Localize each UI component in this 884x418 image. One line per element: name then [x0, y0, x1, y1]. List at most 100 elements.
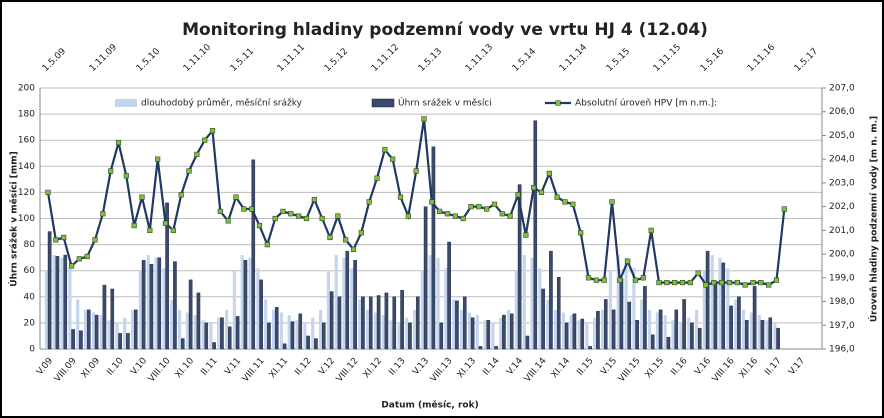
bar	[439, 322, 444, 350]
line-marker	[155, 156, 161, 162]
line-marker	[593, 277, 599, 283]
bar	[227, 326, 232, 350]
bar	[102, 284, 107, 350]
bar	[365, 309, 370, 349]
bar	[94, 314, 99, 350]
bar	[326, 270, 330, 349]
line-marker	[139, 194, 145, 200]
line-marker	[288, 211, 294, 217]
bar	[572, 313, 577, 350]
bar	[569, 315, 573, 349]
bar	[217, 317, 221, 349]
y-tick-label: 120	[18, 188, 35, 198]
line-marker	[703, 282, 709, 288]
bar	[721, 262, 726, 350]
line-marker	[311, 196, 317, 203]
bar	[588, 346, 592, 350]
bar	[674, 309, 679, 350]
bar	[749, 312, 753, 349]
line-marker	[45, 189, 51, 196]
bar	[647, 309, 652, 349]
line-marker	[358, 230, 364, 236]
bar	[400, 290, 404, 350]
line-marker	[280, 208, 286, 214]
line-marker	[366, 199, 372, 205]
bar	[126, 333, 130, 350]
bar	[287, 315, 291, 349]
line-marker	[241, 206, 247, 212]
bar	[408, 322, 412, 350]
bar	[577, 320, 581, 349]
bar	[729, 305, 733, 350]
bar	[350, 268, 354, 349]
bar	[765, 320, 769, 349]
bar	[220, 317, 224, 350]
bar	[267, 322, 271, 350]
line-marker	[460, 215, 466, 222]
line-marker	[679, 279, 686, 286]
bar	[741, 309, 746, 349]
bar	[737, 296, 741, 350]
bar	[397, 322, 401, 349]
bar	[585, 322, 589, 349]
bar	[514, 270, 518, 349]
bar	[337, 296, 342, 350]
line-marker	[601, 277, 607, 283]
bar	[671, 320, 675, 349]
bar	[687, 317, 691, 349]
bar	[353, 260, 357, 350]
line-marker	[61, 234, 67, 241]
line-marker	[390, 156, 396, 162]
line-marker	[773, 277, 780, 283]
bar	[499, 317, 503, 349]
bar	[412, 309, 417, 349]
y-tick-label: 20	[24, 318, 36, 328]
y-tick-label: 80	[24, 240, 36, 250]
bar	[329, 291, 334, 350]
bar	[162, 268, 166, 349]
line-marker	[123, 173, 129, 179]
bar	[303, 322, 307, 349]
bar	[240, 255, 244, 349]
bar	[123, 317, 127, 349]
bar	[423, 206, 428, 350]
chart-title: Monitoring hladiny podzemní vody ve vrtu…	[182, 20, 708, 40]
bar	[271, 309, 276, 349]
line-marker	[625, 258, 631, 264]
line-marker	[178, 192, 184, 198]
bar	[525, 335, 530, 350]
bar	[459, 309, 464, 349]
bar	[611, 309, 616, 350]
line-marker	[648, 227, 654, 233]
bar	[157, 257, 162, 350]
bar	[640, 299, 644, 349]
legend-swatch	[555, 100, 561, 106]
line-marker	[319, 215, 325, 222]
line-marker	[53, 237, 59, 243]
bar	[193, 315, 197, 349]
bar	[486, 320, 491, 350]
line-marker	[562, 199, 568, 205]
legend-label: Absolutní úroveň HPV [m n.m.]:	[575, 98, 717, 109]
line-marker	[507, 213, 513, 219]
legend-swatch	[371, 98, 395, 108]
line-marker	[343, 237, 349, 243]
bar	[110, 288, 115, 350]
bar	[321, 322, 326, 350]
bar	[133, 309, 138, 350]
y-tick-label: 40	[24, 292, 36, 302]
line-marker	[499, 211, 505, 217]
bar	[384, 292, 389, 350]
bar	[752, 286, 757, 350]
line-marker	[272, 215, 278, 222]
bar	[295, 320, 299, 349]
bar	[632, 268, 636, 349]
bar	[361, 296, 365, 350]
bar	[600, 309, 605, 349]
line-marker	[108, 168, 114, 174]
y2-tick-label: 201,0	[829, 226, 855, 236]
bar	[491, 322, 495, 349]
line-marker	[170, 227, 176, 233]
bar	[776, 327, 780, 350]
line-marker	[468, 204, 474, 210]
